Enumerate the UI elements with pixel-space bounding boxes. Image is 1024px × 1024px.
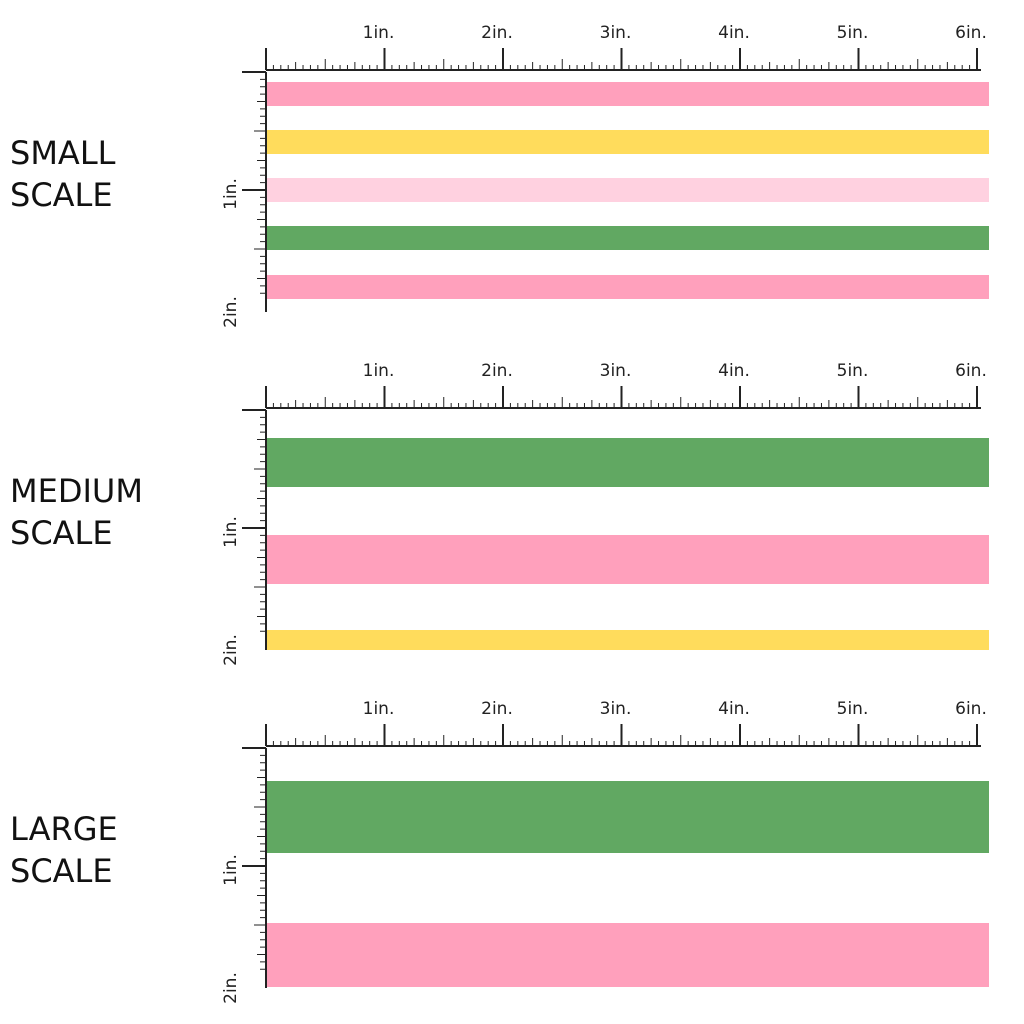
ruler-inch-label: 1in.: [221, 854, 241, 886]
horizontal-ruler: 1in. 2in. 3in. 4in. 5in. 6in.: [265, 699, 987, 747]
ruler-inch-label: 1in.: [221, 178, 241, 210]
scale-label: SMALL SCALE: [10, 132, 115, 216]
stripe-pink: [267, 923, 989, 987]
horizontal-ruler: 1in. 2in. 3in. 4in. 5in. 6in.: [265, 23, 987, 71]
ruler-inch-label: 1in.: [363, 23, 395, 43]
small-scale-panel: SMALL SCALE 1in. 2in. 3in. 4in. 5in. 6in. 1in…: [0, 0, 1024, 340]
medium-scale-panel: MEDIUM SCALE 1in. 2in. 3in. 4in. 5in. 6in. 1i…: [0, 338, 1024, 678]
stripe-yellow: [267, 130, 989, 154]
stripe-pink: [267, 82, 989, 106]
stripe-green: [267, 226, 989, 250]
vertical-ruler: 1in. 2in.: [221, 409, 267, 666]
scale-label-line1: LARGE: [10, 810, 118, 848]
ruler-inch-label: 1in.: [221, 516, 241, 548]
vertical-ruler: 1in. 2in.: [221, 71, 267, 328]
ruler-inch-label: 5in.: [837, 361, 869, 381]
scale-label: MEDIUM SCALE: [10, 470, 143, 554]
horizontal-ruler: 1in. 2in. 3in. 4in. 5in. 6in.: [265, 361, 987, 409]
ruler-inch-label: 4in.: [718, 23, 750, 43]
stripe-light-pink: [267, 178, 989, 202]
vertical-ruler: 1in. 2in.: [221, 747, 267, 1004]
ruler-inch-label: 3in.: [600, 699, 632, 719]
ruler-inch-label: 2in.: [221, 296, 241, 328]
scale-label: LARGE SCALE: [10, 808, 118, 892]
ruler-inch-label: 6in.: [955, 361, 987, 381]
ruler-inch-label: 2in.: [221, 634, 241, 666]
scale-label-line2: SCALE: [10, 852, 113, 890]
stripe-green: [267, 781, 989, 853]
scale-label-line1: MEDIUM: [10, 472, 143, 510]
ruler-inch-label: 4in.: [718, 699, 750, 719]
ruler-inch-label: 6in.: [955, 23, 987, 43]
ruler-inch-label: 4in.: [718, 361, 750, 381]
large-scale-panel: LARGE SCALE 1in. 2in. 3in. 4in. 5in. 6in. 1in…: [0, 676, 1024, 1016]
stripe-pink: [267, 535, 989, 584]
ruler-inch-label: 5in.: [837, 23, 869, 43]
scale-label-line2: SCALE: [10, 514, 113, 552]
stripe-pink: [267, 275, 989, 299]
ruler-inch-label: 3in.: [600, 361, 632, 381]
ruler-inch-label: 2in.: [481, 361, 513, 381]
scale-label-line2: SCALE: [10, 176, 113, 214]
ruler-inch-label: 2in.: [481, 23, 513, 43]
scale-label-line1: SMALL: [10, 134, 116, 172]
stripe-yellow: [267, 630, 989, 650]
ruler-inch-label: 3in.: [600, 23, 632, 43]
ruler-inch-label: 1in.: [363, 699, 395, 719]
ruler-inch-label: 1in.: [363, 361, 395, 381]
ruler-inch-label: 6in.: [955, 699, 987, 719]
ruler-inch-label: 5in.: [837, 699, 869, 719]
ruler-inch-label: 2in.: [221, 972, 241, 1004]
stripe-green: [267, 438, 989, 487]
ruler-inch-label: 2in.: [481, 699, 513, 719]
